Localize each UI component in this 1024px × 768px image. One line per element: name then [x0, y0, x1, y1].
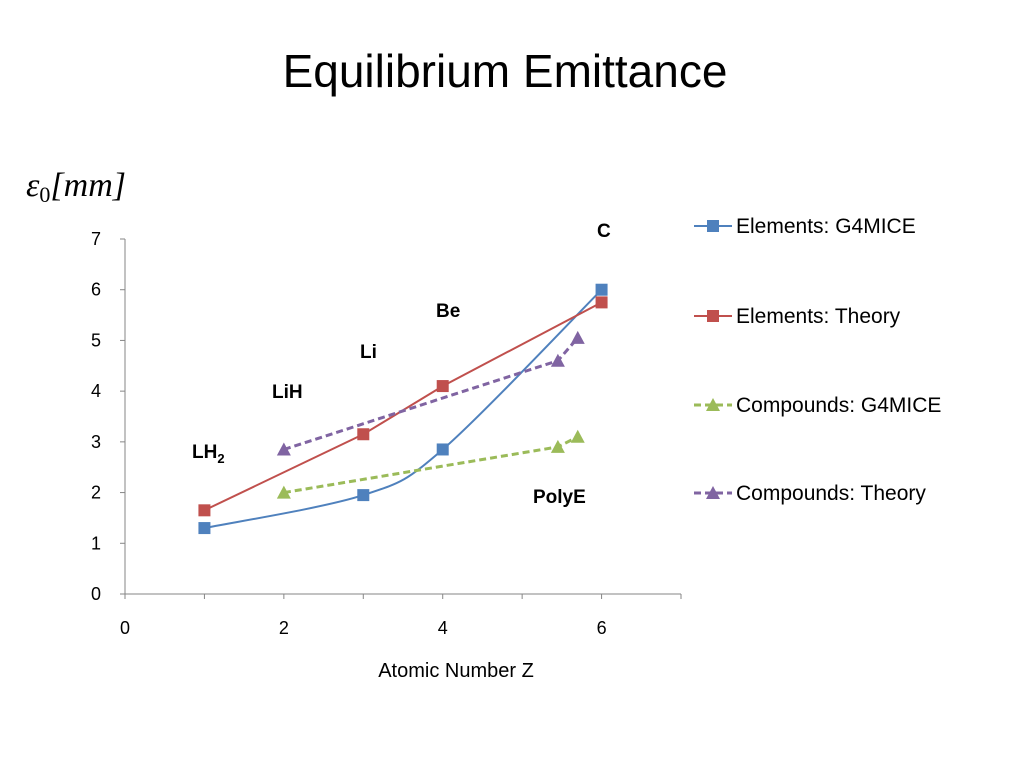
- y-tick-label: 4: [91, 381, 101, 401]
- data-point: [570, 429, 585, 443]
- legend-label: Compounds: Theory: [736, 482, 926, 505]
- chart-axes: [124, 239, 681, 595]
- x-tick-label: 2: [279, 618, 289, 638]
- data-point: [198, 504, 211, 517]
- legend-marker: [707, 220, 719, 232]
- series-1: [198, 296, 608, 517]
- series-0: [198, 283, 608, 535]
- legend-marker: [706, 486, 720, 499]
- data-point: [595, 296, 608, 309]
- y-tick-label: 7: [91, 229, 101, 249]
- series-line: [204, 288, 603, 530]
- y-axis-label: ε0[mm]: [26, 167, 126, 207]
- series-2: [276, 429, 585, 499]
- annotation-label: C: [597, 221, 611, 242]
- x-tick-label: 6: [597, 618, 607, 638]
- y-axis-symbol: ε: [26, 167, 40, 204]
- data-point: [436, 380, 449, 393]
- y-tick-label: 2: [91, 483, 101, 503]
- chart-annotations: LH2 LiH Li Be C PolyE: [192, 221, 611, 508]
- x-axis-label: Atomic Number Z: [378, 660, 534, 682]
- y-tick-label: 5: [91, 330, 101, 350]
- y-axis-unit: [mm]: [50, 167, 126, 204]
- annotation-label: Be: [436, 301, 460, 322]
- data-point: [276, 485, 291, 499]
- data-point: [550, 353, 565, 367]
- legend-item-2: Compounds: G4MICE: [694, 394, 941, 417]
- data-point: [436, 443, 449, 456]
- data-point: [595, 283, 608, 296]
- chart-ticks: 0 1 2 3 4 5 6 7 0 2 4 6: [91, 229, 682, 638]
- annotation-label: LH2: [192, 442, 225, 466]
- data-point: [570, 330, 585, 344]
- y-tick-label: 3: [91, 432, 101, 452]
- annotation-label: Li: [360, 342, 377, 363]
- legend-label: Elements: G4MICE: [736, 215, 916, 238]
- series-3: [276, 330, 585, 456]
- chart-legend: Elements: G4MICE Elements: Theory Compound…: [694, 215, 941, 505]
- annotation-label: PolyE: [533, 487, 586, 508]
- legend-label: Compounds: G4MICE: [736, 394, 941, 417]
- legend-label: Elements: Theory: [736, 305, 901, 328]
- legend-marker: [707, 310, 719, 322]
- slide-title: Equilibrium Emittance: [282, 45, 728, 97]
- data-point: [357, 489, 370, 502]
- y-tick-label: 1: [91, 533, 101, 553]
- legend-item-1: Elements: Theory: [694, 305, 901, 328]
- chart-series: [198, 283, 608, 535]
- y-tick-label: 0: [91, 584, 101, 604]
- legend-item-3: Compounds: Theory: [694, 482, 926, 505]
- x-tick-label: 0: [120, 618, 130, 638]
- data-point: [276, 442, 291, 456]
- series-line: [283, 435, 579, 495]
- legend-item-0: Elements: G4MICE: [694, 215, 916, 238]
- y-axis-subscript: 0: [39, 182, 50, 207]
- x-tick-label: 4: [438, 618, 448, 638]
- data-point: [550, 439, 565, 453]
- annotation-label: LiH: [272, 382, 303, 403]
- y-tick-label: 6: [91, 280, 101, 300]
- legend-marker: [706, 398, 720, 411]
- data-point: [357, 428, 370, 441]
- data-point: [198, 522, 211, 535]
